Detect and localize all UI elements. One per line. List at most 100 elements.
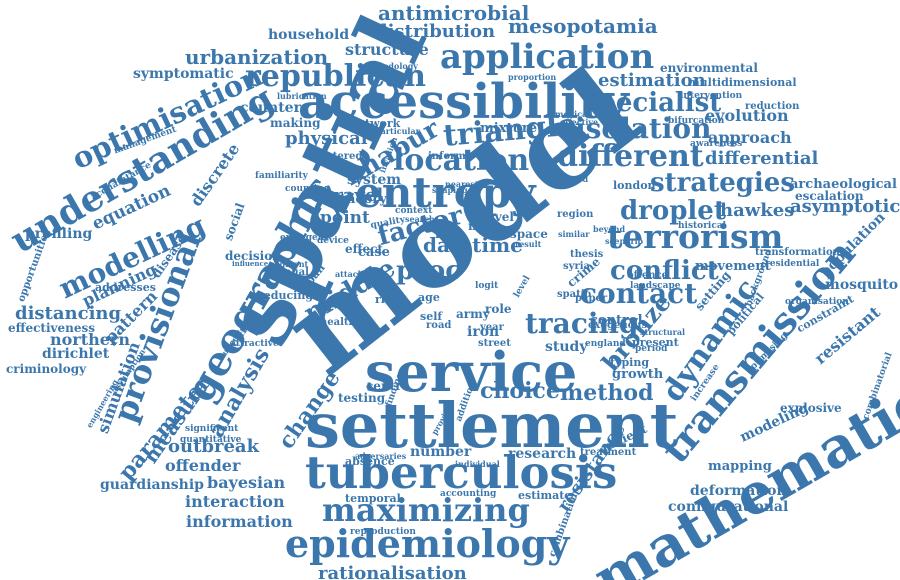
cloud-word-treatment: treatment	[580, 447, 637, 458]
cloud-word-addresses: addresses	[95, 281, 156, 294]
cloud-word-travel: travel	[325, 185, 384, 206]
cloud-word-residential: residential	[765, 259, 820, 269]
cloud-word-lubrication: lubrication	[277, 91, 327, 101]
cloud-word-individual: individual	[455, 459, 500, 469]
cloud-word-offence: offence	[627, 270, 668, 281]
cloud-word-scenario: scenario	[605, 236, 644, 246]
cloud-word-awareness: awareness	[690, 139, 743, 149]
cloud-word-movement: movement	[695, 259, 771, 274]
cloud-word-period: period	[635, 344, 668, 354]
cloud-word-configurational: configurational	[668, 499, 789, 515]
cloud-word-interaction: interaction	[185, 492, 285, 511]
cloud-word-iron: iron	[467, 324, 500, 340]
cloud-word-adversaries: adversaries	[355, 451, 407, 461]
cloud-word-structural: structural	[640, 327, 686, 337]
cloud-word-street: street	[478, 338, 511, 349]
cloud-word-outbreak: outbreak	[168, 436, 260, 457]
cloud-word-age: age	[418, 291, 440, 304]
cloud-word-rationalisation: rationalisation	[318, 563, 467, 580]
cloud-word-growth: growth	[612, 367, 664, 382]
cloud-word-differential: differential	[705, 148, 819, 169]
cloud-word-historical: historical	[678, 221, 727, 231]
cloud-word-location: location	[393, 143, 530, 178]
cloud-word-health: health	[320, 317, 356, 328]
cloud-word-level: level	[512, 274, 533, 300]
cloud-word-dirichlet: dirichlet	[42, 346, 110, 362]
cloud-word-northern: northern	[50, 330, 130, 349]
cloud-word-estimation: estimation	[598, 70, 706, 91]
cloud-word-system: system	[347, 172, 402, 188]
cloud-word-effect: effect	[345, 242, 383, 256]
cloud-word-choice: choice	[480, 378, 560, 404]
cloud-word-reduction: reduction	[745, 101, 800, 112]
cloud-word-methodology: methodology	[360, 61, 418, 71]
cloud-word-counter: counter	[240, 100, 301, 116]
cloud-word-antimicrobial: antimicrobial	[378, 1, 530, 25]
cloud-word-shaping: shaping	[432, 185, 468, 195]
cloud-word-transformation: transformation	[755, 247, 840, 258]
cloud-word-more: more	[468, 219, 503, 233]
cloud-word-network: network	[350, 117, 401, 130]
cloud-word-intervention: intervention	[680, 91, 743, 101]
cloud-word-archaeological: archaeological	[790, 177, 897, 192]
cloud-word-estimate: estimate	[518, 489, 572, 502]
cloud-word-london: london	[613, 179, 656, 192]
cloud-word-organisation: organisation	[785, 297, 849, 307]
cloud-word-symptomatic: symptomatic	[133, 66, 234, 82]
cloud-word-entropy: entropy	[355, 168, 536, 217]
cloud-word-escalation: escalation	[795, 189, 864, 203]
cloud-word-republican: republican	[245, 59, 426, 94]
cloud-word-isolation: isolation	[575, 112, 712, 145]
cloud-word-paper: paper	[575, 293, 608, 304]
cloud-word-different: different	[557, 139, 704, 174]
cloud-word-risk: risk	[375, 293, 399, 306]
cloud-word-syria: syria	[563, 261, 590, 272]
cloud-word-bifurcation: bifurcation	[668, 116, 725, 126]
cloud-word-effectiveness: effectiveness	[8, 321, 96, 335]
cloud-word-present: present	[632, 336, 679, 349]
cloud-word-army: army	[456, 307, 490, 321]
cloud-word-case: case	[358, 245, 390, 260]
cloud-word-temporal: temporal	[345, 492, 401, 505]
cloud-word-bayesian: bayesian	[207, 473, 286, 492]
cloud-word-role: role	[485, 302, 512, 316]
cloud-word-specialist: specialist	[583, 88, 722, 118]
cloud-word-self: self	[420, 310, 443, 323]
cloud-word-hawkes: hawkes	[720, 200, 795, 221]
cloud-word-typing: typing	[610, 356, 650, 369]
cloud-word-contact: contact	[580, 277, 698, 310]
cloud-word-point: point	[320, 208, 370, 228]
cloud-word-tuberculosis: tuberculosis	[305, 446, 618, 499]
cloud-word-exogenous: exogenous	[588, 320, 648, 331]
cloud-word-environmental: environmental	[660, 61, 758, 75]
cloud-word-mesopotamia: mesopotamia	[508, 14, 658, 38]
cloud-word-urbanization: urbanization	[185, 45, 329, 69]
cloud-word-method: method	[560, 380, 654, 406]
cloud-word-droplet: droplet	[620, 196, 726, 226]
cloud-word-england: england	[585, 339, 626, 349]
cloud-word-manual: manual	[267, 267, 309, 278]
cloud-word-multidimensional: multidimensional	[688, 76, 797, 89]
cloud-word-attack: attack	[335, 269, 364, 279]
cloud-word-segment: segment	[270, 259, 309, 269]
cloud-word-spatio: spatio	[557, 289, 592, 300]
cloud-word-irish: irish	[435, 227, 466, 241]
cloud-word-particular: particular	[375, 126, 420, 136]
cloud-word-theory: theory	[340, 192, 387, 207]
cloud-word-service: service	[365, 340, 578, 404]
cloud-word-guardianship: guardianship	[100, 477, 204, 493]
cloud-word-region: region	[557, 209, 594, 220]
cloud-word-evolution: evolution	[705, 106, 789, 125]
cloud-word-quantitative: quantitative	[180, 435, 242, 445]
cloud-word-device: device	[317, 236, 349, 246]
cloud-word-profiling: profiling	[25, 226, 93, 242]
cloud-word-thesis: thesis	[570, 249, 604, 260]
cloud-word-reproduction: reproduction	[350, 527, 416, 537]
cloud-word-number: number	[410, 444, 472, 460]
cloud-word-approach: approach	[708, 128, 792, 147]
cloud-word-physical: physical	[285, 128, 368, 149]
cloud-word-influence: influence	[232, 259, 269, 268]
cloud-word-mixture: mixture	[480, 121, 538, 136]
cloud-word-information: information	[186, 512, 293, 531]
cloud-word-proportion: proportion	[508, 72, 557, 82]
